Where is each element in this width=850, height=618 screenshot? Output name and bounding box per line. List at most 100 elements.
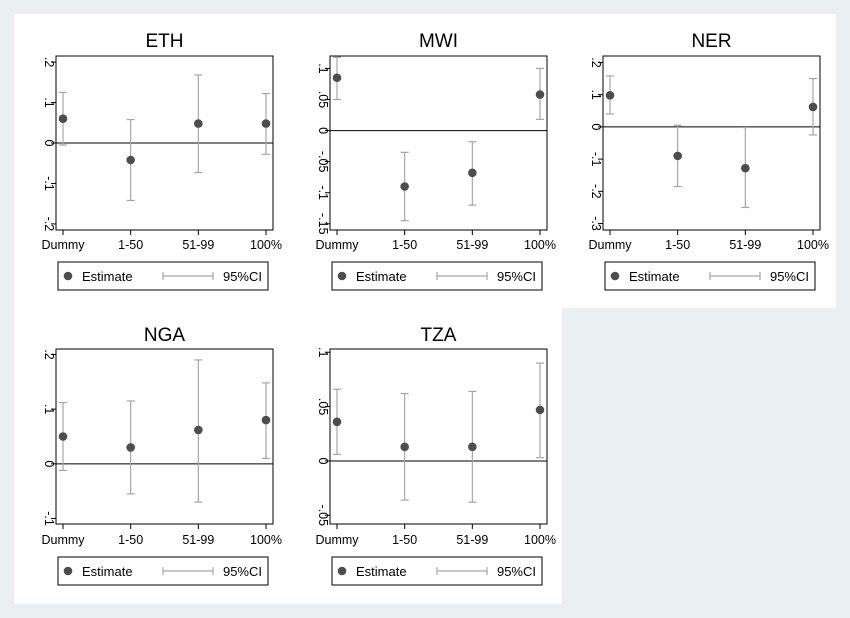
legend-estimate-marker <box>337 271 347 281</box>
legend: Estimate 95%CI <box>331 261 543 291</box>
y-tick-label: -.2 <box>42 217 56 232</box>
y-tick-label: 0 <box>316 127 330 134</box>
x-tick-label: 100% <box>524 533 556 547</box>
y-tick-label: -.1 <box>42 511 56 526</box>
x-tick-label: 51-99 <box>182 533 214 547</box>
chart-ner: NER .2 .1 0 -.1 -.2 -.3 Dummy 1-50 51-99 100% Estim… <box>588 31 829 291</box>
legend-estimate-marker <box>610 271 620 281</box>
x-tick-label: 51-99 <box>182 238 214 252</box>
x-tick-label: 1-50 <box>118 238 143 252</box>
y-tick-label: .2 <box>589 57 603 67</box>
x-tick-label: 51-99 <box>729 238 761 252</box>
legend-estimate-label: Estimate <box>356 564 407 579</box>
legend: Estimate 95%CI <box>57 556 269 586</box>
estimate-point <box>535 90 545 99</box>
y-tick-label: -.1 <box>42 176 56 191</box>
chart-title: ETH <box>146 31 184 52</box>
y-tick-label: .05 <box>316 398 330 415</box>
plot-frame <box>602 55 821 231</box>
y-tick-label: .1 <box>42 97 56 107</box>
y-tick-label: .2 <box>42 349 56 359</box>
y-tick-label: .05 <box>316 91 330 108</box>
estimate-point <box>126 155 135 165</box>
x-tick-label: Dummy <box>588 238 632 252</box>
estimate-point <box>332 73 342 83</box>
chart-tza: TZA .1 .05 0 -.05 Dummy 1-50 51-99 100% Estimate 9… <box>315 325 556 586</box>
legend-estimate-marker <box>63 566 73 576</box>
bottom-row-background <box>14 308 562 604</box>
x-tick-label: 1-50 <box>392 238 417 252</box>
x-tick-label: 100% <box>250 238 282 252</box>
legend-estimate-label: Estimate <box>82 269 133 284</box>
y-tick-label: 0 <box>589 123 603 130</box>
estimate-point <box>261 119 271 128</box>
legend-ci-label: 95%CI <box>770 269 809 284</box>
x-tick-label: 100% <box>524 238 556 252</box>
y-tick-label: 0 <box>42 460 56 467</box>
legend: Estimate 95%CI <box>57 261 269 291</box>
y-tick-label: -.1 <box>589 152 603 167</box>
legend: Estimate 95%CI <box>331 556 543 586</box>
x-tick-label: 1-50 <box>665 238 690 252</box>
estimate-point <box>741 163 750 173</box>
estimate-point <box>194 119 203 128</box>
plot-frame <box>329 55 548 231</box>
estimate-point <box>58 432 68 441</box>
x-tick-label: 51-99 <box>456 238 488 252</box>
legend-ci-label: 95%CI <box>223 564 262 579</box>
y-tick-label: -.05 <box>316 151 330 173</box>
estimate-point <box>400 182 409 191</box>
y-tick-label: .1 <box>316 347 330 357</box>
estimate-point <box>605 91 615 100</box>
legend-estimate-label: Estimate <box>356 269 407 284</box>
y-tick-label: .1 <box>42 404 56 414</box>
chart-title: NER <box>691 31 731 52</box>
y-tick-label: .1 <box>316 63 330 73</box>
legend-estimate-label: Estimate <box>629 269 680 284</box>
estimate-point <box>261 415 271 425</box>
plot-frame <box>329 348 548 525</box>
chart-title: TZA <box>421 325 457 346</box>
y-tick-label: -.2 <box>589 184 603 199</box>
legend-estimate-marker <box>63 271 73 281</box>
estimate-point <box>332 417 342 427</box>
estimate-point <box>126 443 135 452</box>
y-tick-label: .2 <box>42 57 56 67</box>
y-tick-label: 0 <box>316 457 330 464</box>
estimate-point <box>468 168 477 178</box>
estimate-point <box>673 151 682 161</box>
legend-ci-label: 95%CI <box>223 269 262 284</box>
legend-ci-label: 95%CI <box>497 564 536 579</box>
chart-nga: NGA .2 .1 0 -.1 Dummy 1-50 51-99 100% Estimate 95%… <box>41 325 282 586</box>
x-tick-label: Dummy <box>315 533 359 547</box>
chart-mwi: MWI .1 .05 0 -.05 -.1 -.15 Dummy 1-50 51-99 100% Es… <box>315 31 556 291</box>
legend-ci-label: 95%CI <box>497 269 536 284</box>
estimate-point <box>535 405 545 415</box>
x-tick-label: 51-99 <box>456 533 488 547</box>
x-tick-label: 100% <box>250 533 282 547</box>
legend-estimate-marker <box>337 566 347 576</box>
chart-eth: ETH .2 .1 0 -.1 -.2 Dummy 1-50 51-99 100% Estimate… <box>41 31 282 291</box>
y-tick-label: -.15 <box>316 213 330 235</box>
x-tick-label: Dummy <box>41 533 85 547</box>
y-tick-label: -.05 <box>316 505 330 527</box>
estimate-point <box>468 442 477 452</box>
y-tick-label: -.3 <box>589 216 603 231</box>
estimate-point <box>194 425 203 435</box>
y-tick-label: -.1 <box>316 185 330 200</box>
chart-title: MWI <box>419 31 458 52</box>
x-tick-label: 1-50 <box>118 533 143 547</box>
plot-frame <box>55 348 274 525</box>
x-tick-label: Dummy <box>41 238 85 252</box>
legend-estimate-label: Estimate <box>82 564 133 579</box>
estimate-point <box>400 442 409 452</box>
y-tick-label: .1 <box>589 89 603 99</box>
x-tick-label: 100% <box>797 238 829 252</box>
estimate-point <box>808 102 818 112</box>
x-tick-label: Dummy <box>315 238 359 252</box>
legend: Estimate 95%CI <box>604 261 816 291</box>
estimate-point <box>58 114 68 124</box>
top-row-background <box>14 14 836 308</box>
x-tick-label: 1-50 <box>392 533 417 547</box>
